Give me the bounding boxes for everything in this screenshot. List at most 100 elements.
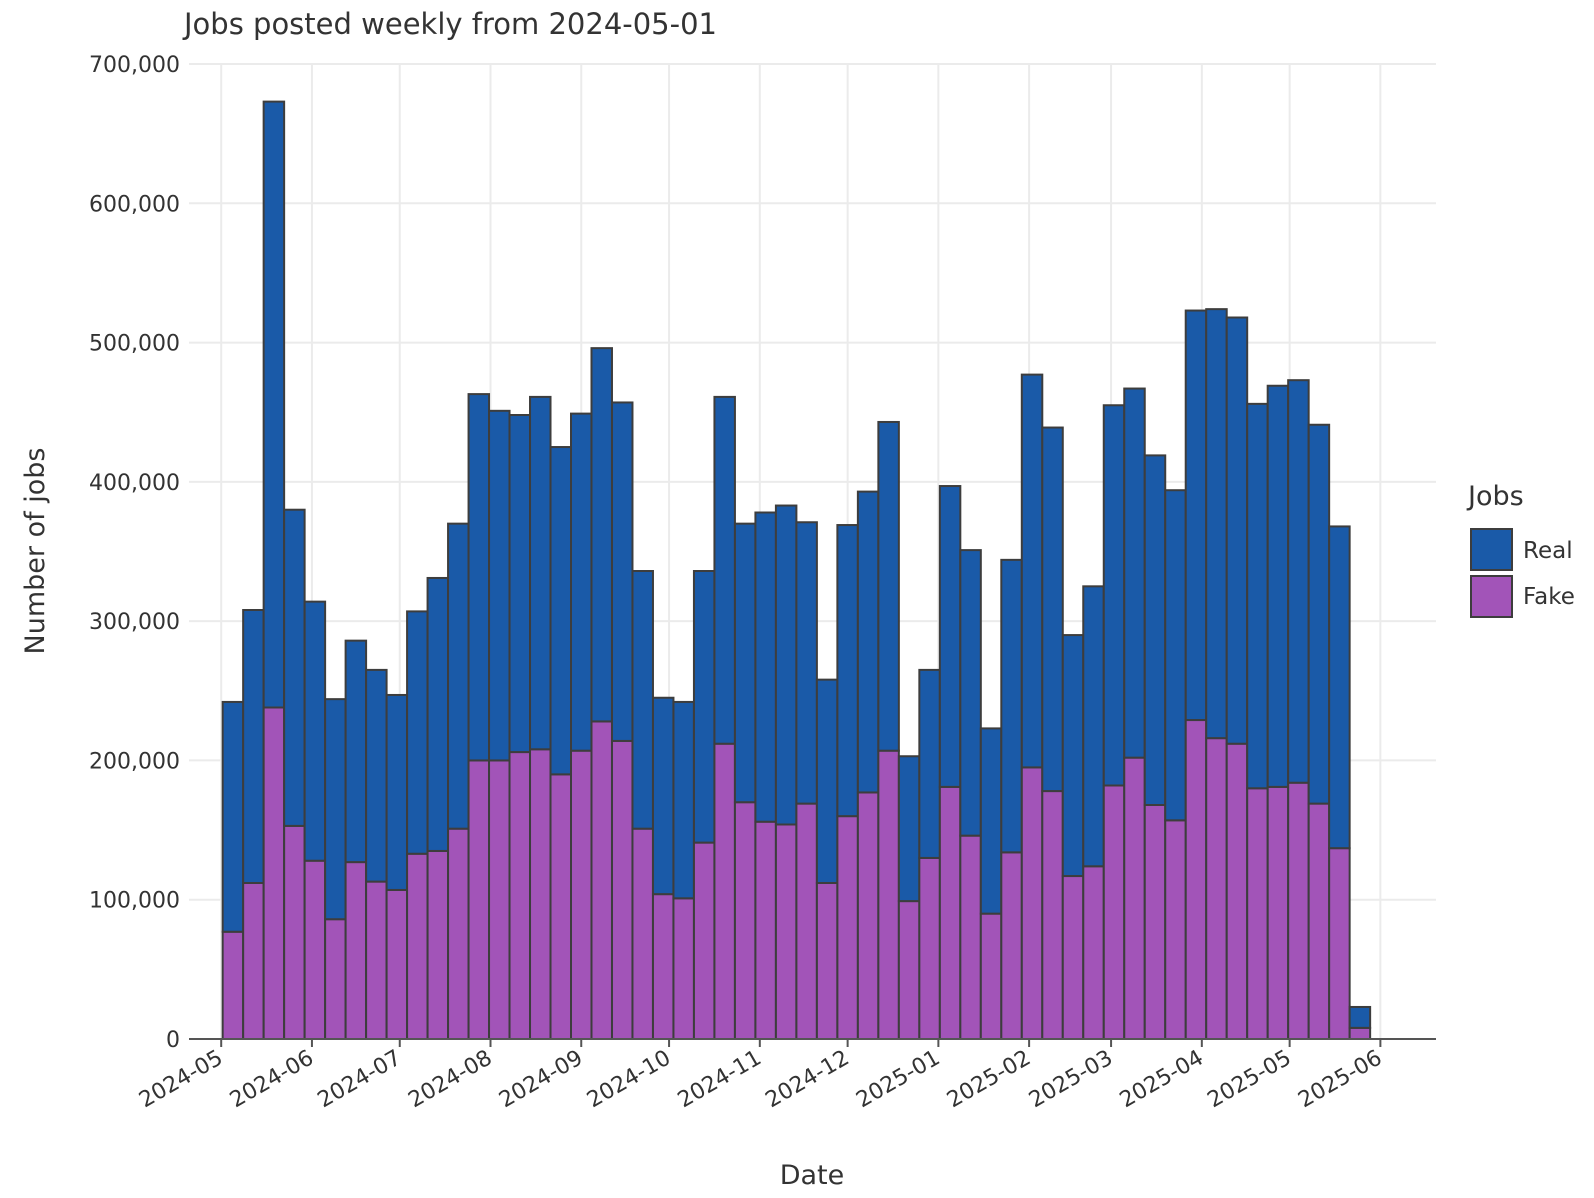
bar-fake (631, 827, 654, 1041)
bar-real (1307, 423, 1331, 805)
bar-fake (918, 856, 941, 1041)
bar-real (795, 521, 818, 805)
bar-fake (1020, 766, 1044, 1041)
bar-real (344, 639, 368, 864)
bar-fake (590, 720, 613, 1041)
bar-fake (385, 888, 409, 1041)
bar-real (549, 446, 573, 776)
x-tick-label: 2025-04 (1116, 1046, 1208, 1114)
x-tick-label: 2024-07 (314, 1046, 406, 1114)
bar-fake (959, 834, 982, 1041)
bar-real (1205, 308, 1228, 740)
bar-real (1020, 373, 1044, 769)
bar-fake (303, 859, 327, 1041)
bar-real (365, 668, 388, 883)
bar-fake (1061, 875, 1085, 1040)
bar-real (426, 576, 450, 852)
x-axis-title: Date (780, 1160, 845, 1191)
bar-real (1082, 585, 1105, 868)
bar-fake (1082, 865, 1105, 1040)
bar-real (815, 678, 839, 885)
x-tick-label: 2024-11 (674, 1046, 766, 1114)
bar-fake (365, 880, 388, 1040)
x-tick-label: 2025-03 (1025, 1046, 1117, 1114)
bar-fake (344, 861, 368, 1040)
bar-fake (774, 823, 798, 1040)
bar-real (570, 412, 593, 752)
bar-fake (897, 900, 921, 1040)
bar-real (1102, 404, 1126, 787)
bar-real (1041, 426, 1064, 793)
bar-real (1000, 558, 1023, 854)
bar-real (631, 570, 654, 830)
bar-fake (856, 791, 880, 1041)
bar-real (406, 610, 429, 855)
bar-real (836, 524, 859, 818)
bar-fake (221, 930, 245, 1040)
bar-fake (754, 820, 777, 1041)
bar-real (283, 508, 306, 827)
legend-label-fake: Fake (1523, 584, 1575, 610)
bar-fake (815, 882, 839, 1040)
legend-label-real: Real (1523, 538, 1573, 564)
bar-real (1287, 379, 1310, 784)
bar-fake (1287, 781, 1310, 1040)
bar-fake (1307, 802, 1331, 1040)
y-axis-title: Number of jobs (20, 448, 51, 655)
bar-fake (426, 849, 450, 1041)
bar-real (1184, 309, 1208, 722)
bar-fake (1184, 719, 1208, 1040)
bar-fake (324, 918, 347, 1041)
bar-fake (529, 748, 552, 1040)
bar-fake (877, 749, 900, 1041)
bar-real (529, 395, 552, 751)
bar-real (221, 700, 245, 933)
bar-real (1328, 525, 1351, 850)
bar-fake (508, 751, 532, 1040)
x-tick-label: 2024-06 (226, 1046, 318, 1114)
bar-real (262, 100, 286, 709)
y-axis-ticks: 0 100,000 200,000 300,000 400,000 500,000 600,… (89, 53, 180, 1053)
bar-fake (1225, 742, 1249, 1040)
bar-real (713, 395, 736, 745)
bar-fake (1205, 737, 1228, 1041)
bar-fake (1348, 1026, 1372, 1041)
bar-real (303, 600, 327, 862)
bar-fake (406, 852, 429, 1040)
bar-real (651, 696, 675, 896)
chart-title: Jobs posted weekly from 2024-05-01 (182, 7, 717, 41)
x-tick-label: 2024-08 (404, 1046, 496, 1114)
bar-real (447, 522, 470, 830)
legend-swatch-real (1470, 528, 1513, 571)
bar-real (1164, 489, 1187, 822)
bar-fake (713, 742, 736, 1040)
bar-real (488, 409, 511, 762)
bar-fake (836, 815, 859, 1041)
bar-fake (979, 912, 1003, 1041)
bar-real (1246, 402, 1269, 790)
bar-fake (283, 824, 306, 1041)
bar-fake (1041, 790, 1064, 1040)
y-tick-label: 0 (166, 1028, 180, 1053)
bar-real (979, 727, 1003, 915)
bar-real (1225, 316, 1249, 745)
bar-fake (938, 785, 962, 1041)
bar-real (610, 401, 634, 742)
bar-fake (262, 706, 286, 1040)
x-tick-label: 2024-05 (135, 1046, 227, 1114)
bar-real (1061, 634, 1085, 878)
bar-real (1123, 387, 1146, 759)
x-tick-label: 2025-02 (943, 1046, 1035, 1114)
legend: Jobs Real Fake (1466, 481, 1575, 618)
bar-fake (795, 802, 818, 1040)
bar-fake (488, 759, 511, 1041)
y-tick-label: 100,000 (89, 889, 180, 914)
bar-fake (242, 882, 265, 1040)
y-tick-label: 700,000 (89, 53, 180, 78)
bar-real (918, 668, 941, 859)
x-tick-label: 2025-05 (1204, 1046, 1296, 1114)
bar-fake (1143, 804, 1167, 1040)
bar-fake (651, 893, 675, 1041)
bar-real (467, 393, 491, 762)
bar-real (672, 700, 695, 900)
